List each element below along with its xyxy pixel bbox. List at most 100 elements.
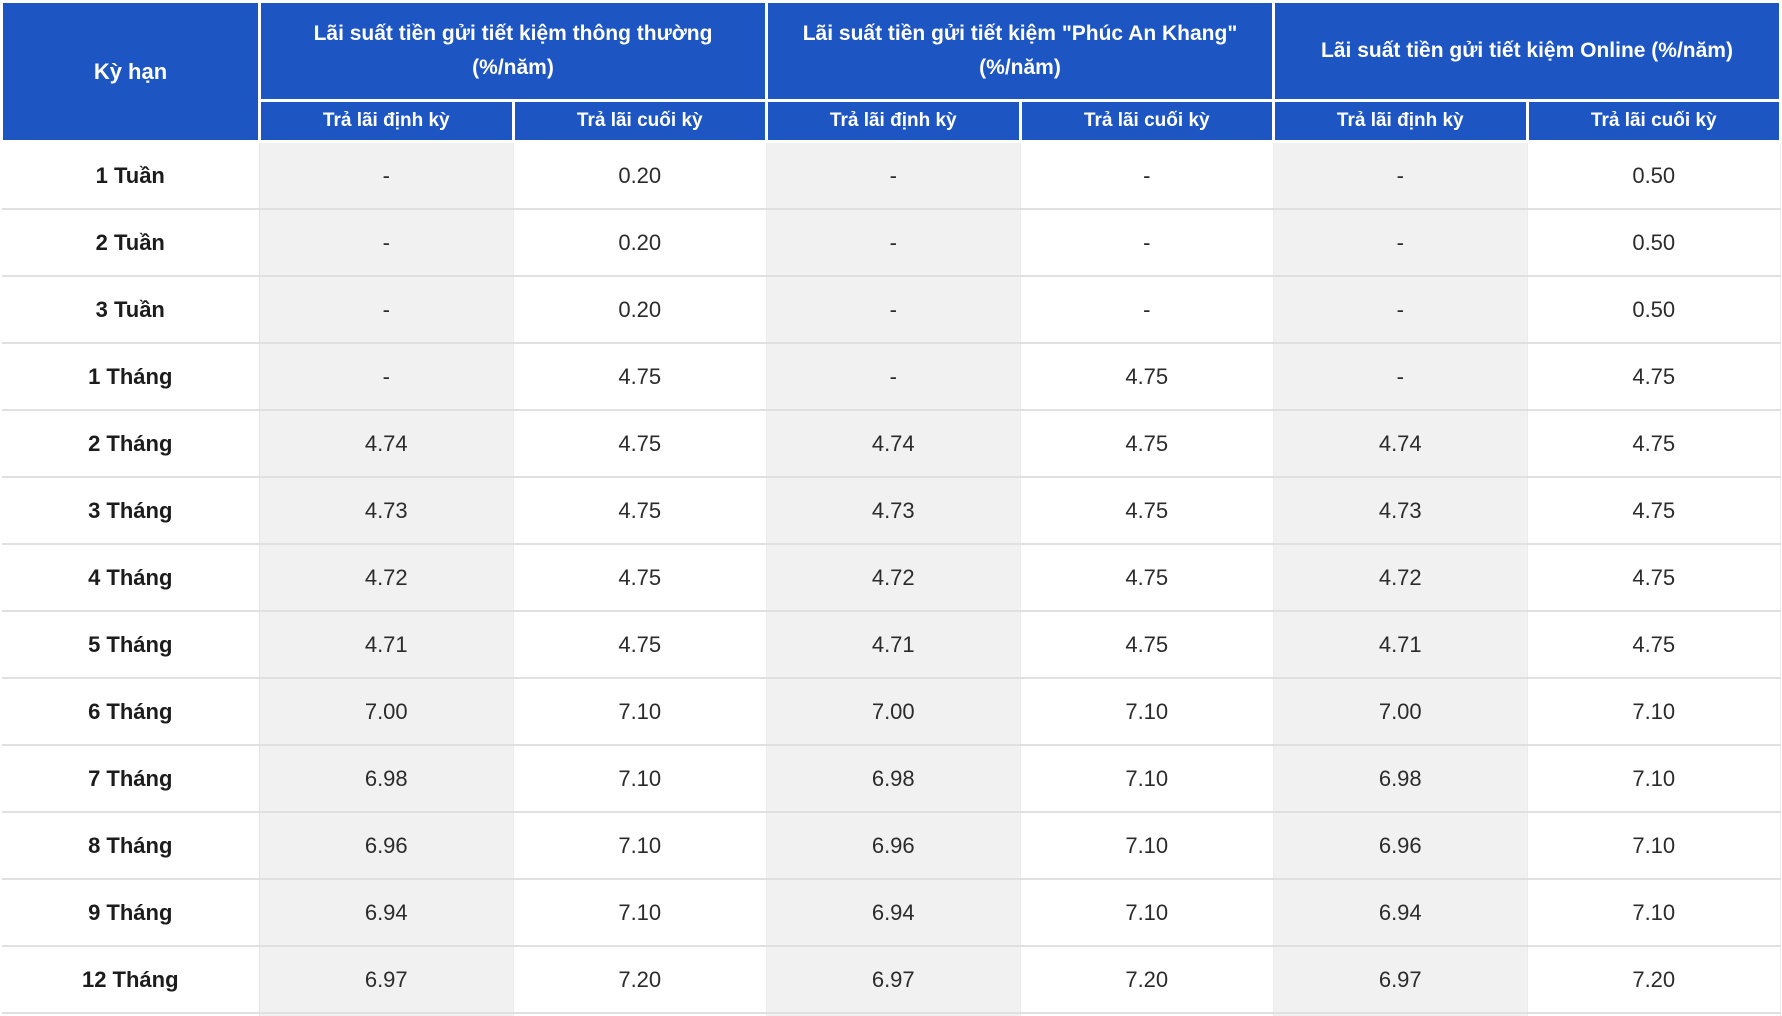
table-header: Kỳ hạn Lãi suất tiền gửi tiết kiệm thông… [0,0,1782,143]
rate-cell: - [259,276,514,344]
sub-header-3-dinh-ky: Trả lãi định kỳ [1272,99,1529,143]
table-body: 1 Tuần -0.20- - -0.50 2 Tuần -0.20- - -0.50 3 Tu… [1,141,1781,1016]
rate-cell: 7.10 [1527,745,1781,813]
rate-cell: 4.71 [1273,611,1528,679]
rate-cell: 4.75 [1020,477,1274,545]
sub-header-2-dinh-ky: Trả lãi định kỳ [765,99,1022,143]
group-header-line: (%/năm) [472,56,554,79]
rate-cell: 4.73 [766,477,1021,545]
rate-cell: 0.20 [513,276,767,344]
rate-cell: 7.10 [1527,678,1781,746]
rate-cell [259,1013,514,1016]
rate-cell: 4.73 [1273,477,1528,545]
rate-cell [1020,1013,1274,1016]
rate-cell: 0.20 [513,209,767,277]
rate-cell: - [259,343,514,411]
rate-cell: 4.72 [1273,544,1528,612]
table-row: 9 Tháng 6.94 7.10 6.94 7.10 6.94 7.10 [1,879,1781,947]
term-cell: 4 Tháng [1,544,260,612]
term-cell: 2 Tháng [1,410,260,478]
rate-cell: 4.72 [259,544,514,612]
term-cell: 7 Tháng [1,745,260,813]
rate-cell: 4.75 [513,410,767,478]
rate-cell: 4.75 [1527,410,1781,478]
table-row: 1 Tháng -4.75-4.75-4.75 [1,343,1781,411]
rate-cell: 7.10 [513,745,767,813]
rate-cell: 7.20 [1020,946,1274,1014]
rate-cell: - [1273,276,1528,344]
rate-cell: 4.75 [1020,611,1274,679]
rate-cell: - [1020,209,1274,277]
rate-cell [766,1013,1021,1016]
rate-cell: 4.75 [1020,410,1274,478]
rate-cell: 7.10 [513,678,767,746]
term-cell: 5 Tháng [1,611,260,679]
rate-cell: - [766,141,1021,210]
rate-cell: 4.75 [1020,544,1274,612]
rate-cell: 4.75 [513,477,767,545]
rate-cell: 6.97 [766,946,1021,1014]
rate-cell: - [259,209,514,277]
sub-header-row: Trả lãi định kỳ Trả lãi cuối kỳ Trả lãi đị… [2,99,1782,143]
rate-cell: 6.96 [259,812,514,880]
rate-cell: - [1273,141,1528,210]
rate-cell: - [1273,209,1528,277]
rate-cell: 6.98 [259,745,514,813]
group-header-line: (%/năm) [979,56,1061,79]
rate-cell: - [766,343,1021,411]
rate-cell: 6.96 [1273,812,1528,880]
group-header-2: Lãi suất tiền gửi tiết kiệm "Phúc An Kha… [765,0,1275,102]
table-row: 7 Tháng 6.98 7.10 6.98 7.10 6.98 7.10 [1,745,1781,813]
rate-cell [1527,1013,1781,1016]
table-row: 1 Tuần -0.20- - -0.50 [1,141,1781,210]
term-column-header: Kỳ hạn [0,0,261,143]
rate-cell: 0.50 [1527,141,1781,210]
table-row: 2 Tháng 4.74 4.75 4.74 4.75 4.74 4.75 [1,410,1781,478]
rate-cell: 7.10 [513,879,767,947]
rate-cell: 4.74 [1273,410,1528,478]
term-cell: 1 Tháng [1,343,260,411]
table-row: 4 Tháng 4.72 4.75 4.72 4.75 4.72 4.75 [1,544,1781,612]
sub-header-1-cuoi-ky: Trả lãi cuối kỳ [511,99,768,143]
partial-table-row [1,1013,1781,1016]
table-row: 3 Tháng 4.73 4.75 4.73 4.75 4.73 4.75 [1,477,1781,545]
rate-cell: 7.10 [1527,879,1781,947]
rate-cell: 7.20 [1527,946,1781,1014]
rate-cell: - [766,209,1021,277]
rate-cell: 6.94 [259,879,514,947]
rate-cell: 0.20 [513,141,767,210]
rate-cell: 6.97 [259,946,514,1014]
rate-cell: 4.72 [766,544,1021,612]
rate-cell: 0.50 [1527,276,1781,344]
rate-cell: 4.75 [1527,477,1781,545]
rate-cell [513,1013,767,1016]
table-row: 12 Tháng 6.97 7.20 6.97 7.20 6.97 7.20 [1,946,1781,1014]
rate-cell: 4.71 [259,611,514,679]
rate-cell: 7.20 [513,946,767,1014]
rate-cell: 0.50 [1527,209,1781,277]
rate-cell: 6.98 [766,745,1021,813]
rate-cell: 7.00 [766,678,1021,746]
term-cell: 2 Tuần [1,209,260,277]
sub-header-1-dinh-ky: Trả lãi định kỳ [258,99,515,143]
rate-cell: 4.73 [259,477,514,545]
rate-cell: 4.75 [513,343,767,411]
rate-cell: 4.75 [1527,544,1781,612]
rate-cell: 4.71 [766,611,1021,679]
rate-cell: 4.75 [1527,611,1781,679]
term-cell: 12 Tháng [1,946,260,1014]
rate-cell: 7.10 [1527,812,1781,880]
term-cell [1,1013,260,1016]
rate-cell: 4.74 [259,410,514,478]
rate-cell: - [1020,276,1274,344]
rate-cell: 6.98 [1273,745,1528,813]
term-cell: 3 Tháng [1,477,260,545]
group-header-line: Lãi suất tiền gửi tiết kiệm thông thường [313,22,713,45]
table-row: 8 Tháng 6.96 7.10 6.96 7.10 6.96 7.10 [1,812,1781,880]
rate-cell: 4.74 [766,410,1021,478]
term-cell: 1 Tuần [1,141,260,210]
rate-cell: 7.10 [513,812,767,880]
rate-cell: 6.96 [766,812,1021,880]
rate-cell [1273,1013,1528,1016]
term-cell: 6 Tháng [1,678,260,746]
